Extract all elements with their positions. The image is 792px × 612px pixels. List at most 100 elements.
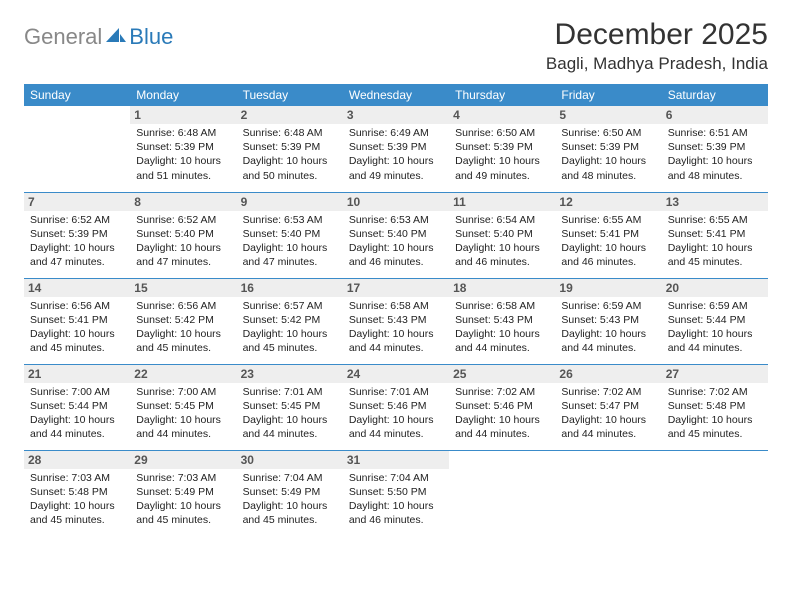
sunset-text: Sunset: 5:43 PM	[349, 313, 443, 327]
sunset-text: Sunset: 5:41 PM	[668, 227, 762, 241]
calendar-cell: 14 Sunrise: 6:56 AMSunset: 5:41 PMDayligh…	[24, 278, 130, 364]
day-info: Sunrise: 6:48 AMSunset: 5:39 PMDaylight:…	[136, 126, 230, 183]
day-number: 23	[237, 365, 343, 383]
day-info: Sunrise: 6:50 AMSunset: 5:39 PMDaylight:…	[455, 126, 549, 183]
day-number: 3	[343, 106, 449, 124]
calendar-cell: 15Sunrise: 6:56 AMSunset: 5:42 PMDayligh…	[130, 278, 236, 364]
calendar-cell: 18Sunrise: 6:58 AMSunset: 5:43 PMDayligh…	[449, 278, 555, 364]
sunset-text: Sunset: 5:39 PM	[561, 140, 655, 154]
sunrise-text: Sunrise: 7:02 AM	[455, 385, 549, 399]
sunset-text: Sunset: 5:49 PM	[243, 485, 337, 499]
sunset-text: Sunset: 5:43 PM	[561, 313, 655, 327]
day-number: 22	[130, 365, 236, 383]
calendar-cell	[555, 450, 661, 536]
daylight-text: Daylight: 10 hours and 47 minutes.	[136, 241, 230, 269]
daylight-text: Daylight: 10 hours and 45 minutes.	[30, 327, 124, 355]
day-header: Saturday	[662, 84, 768, 106]
day-number: 26	[555, 365, 661, 383]
daylight-text: Daylight: 10 hours and 44 minutes.	[668, 327, 762, 355]
day-number: 1	[130, 106, 236, 124]
calendar-cell: 3 Sunrise: 6:49 AMSunset: 5:39 PMDaylight…	[343, 106, 449, 192]
sunset-text: Sunset: 5:41 PM	[30, 313, 124, 327]
sunset-text: Sunset: 5:49 PM	[136, 485, 230, 499]
calendar-cell: 12Sunrise: 6:55 AMSunset: 5:41 PMDayligh…	[555, 192, 661, 278]
day-info: Sunrise: 6:58 AMSunset: 5:43 PMDaylight:…	[455, 299, 549, 356]
header: General Blue December 2025 Bagli, Madhya…	[24, 18, 768, 74]
sunset-text: Sunset: 5:46 PM	[349, 399, 443, 413]
calendar-cell: 25Sunrise: 7:02 AMSunset: 5:46 PMDayligh…	[449, 364, 555, 450]
sunset-text: Sunset: 5:40 PM	[243, 227, 337, 241]
sunset-text: Sunset: 5:41 PM	[561, 227, 655, 241]
day-info: Sunrise: 7:02 AMSunset: 5:47 PMDaylight:…	[561, 385, 655, 442]
sunrise-text: Sunrise: 6:59 AM	[561, 299, 655, 313]
sunset-text: Sunset: 5:44 PM	[668, 313, 762, 327]
day-info: Sunrise: 7:01 AMSunset: 5:46 PMDaylight:…	[349, 385, 443, 442]
sunrise-text: Sunrise: 7:04 AM	[349, 471, 443, 485]
sunrise-text: Sunrise: 7:02 AM	[668, 385, 762, 399]
day-header: Thursday	[449, 84, 555, 106]
calendar-cell: 16Sunrise: 6:57 AMSunset: 5:42 PMDayligh…	[237, 278, 343, 364]
sunrise-text: Sunrise: 6:59 AM	[668, 299, 762, 313]
day-number: 21	[24, 365, 130, 383]
calendar-cell: 5Sunrise: 6:50 AMSunset: 5:39 PMDaylight…	[555, 106, 661, 192]
day-info: Sunrise: 6:56 AMSunset: 5:41 PMDaylight:…	[30, 299, 124, 356]
day-number: 31	[343, 451, 449, 469]
daylight-text: Daylight: 10 hours and 46 minutes.	[349, 499, 443, 527]
calendar-cell: 2Sunrise: 6:48 AMSunset: 5:39 PMDaylight…	[237, 106, 343, 192]
daylight-text: Daylight: 10 hours and 45 minutes.	[243, 327, 337, 355]
sunset-text: Sunset: 5:45 PM	[243, 399, 337, 413]
calendar-cell: 10Sunrise: 6:53 AMSunset: 5:40 PMDayligh…	[343, 192, 449, 278]
sunrise-text: Sunrise: 6:48 AM	[243, 126, 337, 140]
day-number: 20	[662, 279, 768, 297]
day-number: 13	[662, 193, 768, 211]
sunrise-text: Sunrise: 7:04 AM	[243, 471, 337, 485]
day-number: 12	[555, 193, 661, 211]
sunrise-text: Sunrise: 6:58 AM	[349, 299, 443, 313]
sunrise-text: Sunrise: 6:55 AM	[668, 213, 762, 227]
day-info: Sunrise: 7:03 AMSunset: 5:49 PMDaylight:…	[136, 471, 230, 528]
daylight-text: Daylight: 10 hours and 47 minutes.	[243, 241, 337, 269]
day-header: Friday	[555, 84, 661, 106]
day-header: Monday	[130, 84, 236, 106]
calendar-cell: 4Sunrise: 6:50 AMSunset: 5:39 PMDaylight…	[449, 106, 555, 192]
day-info: Sunrise: 7:04 AMSunset: 5:49 PMDaylight:…	[243, 471, 337, 528]
day-info: Sunrise: 6:49 AMSunset: 5:39 PMDaylight:…	[349, 126, 443, 183]
day-header: Sunday	[24, 84, 130, 106]
day-number: 27	[662, 365, 768, 383]
day-number: 16	[237, 279, 343, 297]
sunrise-text: Sunrise: 7:00 AM	[30, 385, 124, 399]
sunset-text: Sunset: 5:45 PM	[136, 399, 230, 413]
sunset-text: Sunset: 5:39 PM	[349, 140, 443, 154]
sunset-text: Sunset: 5:44 PM	[30, 399, 124, 413]
calendar-cell: 21 Sunrise: 7:00 AMSunset: 5:44 PMDayligh…	[24, 364, 130, 450]
sunrise-text: Sunrise: 6:53 AM	[349, 213, 443, 227]
day-number: 11	[449, 193, 555, 211]
day-info: Sunrise: 6:58 AMSunset: 5:43 PMDaylight:…	[349, 299, 443, 356]
daylight-text: Daylight: 10 hours and 45 minutes.	[136, 327, 230, 355]
sunset-text: Sunset: 5:48 PM	[30, 485, 124, 499]
month-title: December 2025	[546, 18, 768, 52]
day-number: 14	[24, 279, 130, 297]
sunrise-text: Sunrise: 6:50 AM	[561, 126, 655, 140]
calendar-cell: 8Sunrise: 6:52 AMSunset: 5:40 PMDaylight…	[130, 192, 236, 278]
day-info: Sunrise: 6:53 AMSunset: 5:40 PMDaylight:…	[243, 213, 337, 270]
sunrise-text: Sunrise: 6:49 AM	[349, 126, 443, 140]
calendar-cell: 19Sunrise: 6:59 AMSunset: 5:43 PMDayligh…	[555, 278, 661, 364]
calendar-cell: 1 Sunrise: 6:48 AMSunset: 5:39 PMDaylight…	[130, 106, 236, 192]
calendar-cell	[449, 450, 555, 536]
day-info: Sunrise: 7:00 AMSunset: 5:44 PMDaylight:…	[30, 385, 124, 442]
sunrise-text: Sunrise: 6:50 AM	[455, 126, 549, 140]
day-info: Sunrise: 7:00 AMSunset: 5:45 PMDaylight:…	[136, 385, 230, 442]
sunrise-text: Sunrise: 6:55 AM	[561, 213, 655, 227]
daylight-text: Daylight: 10 hours and 44 minutes.	[30, 413, 124, 441]
sunset-text: Sunset: 5:47 PM	[561, 399, 655, 413]
calendar-cell: 23Sunrise: 7:01 AMSunset: 5:45 PMDayligh…	[237, 364, 343, 450]
logo-text-general: General	[24, 24, 102, 50]
daylight-text: Daylight: 10 hours and 44 minutes.	[349, 413, 443, 441]
sunrise-text: Sunrise: 6:48 AM	[136, 126, 230, 140]
day-info: Sunrise: 6:50 AMSunset: 5:39 PMDaylight:…	[561, 126, 655, 183]
sunset-text: Sunset: 5:40 PM	[455, 227, 549, 241]
calendar-cell: 22 Sunrise: 7:00 AMSunset: 5:45 PMDayligh…	[130, 364, 236, 450]
calendar-week-row: 21Sunrise: 7:00 AMSunset: 5:44 PMDayligh…	[24, 364, 768, 450]
sunrise-text: Sunrise: 6:58 AM	[455, 299, 549, 313]
